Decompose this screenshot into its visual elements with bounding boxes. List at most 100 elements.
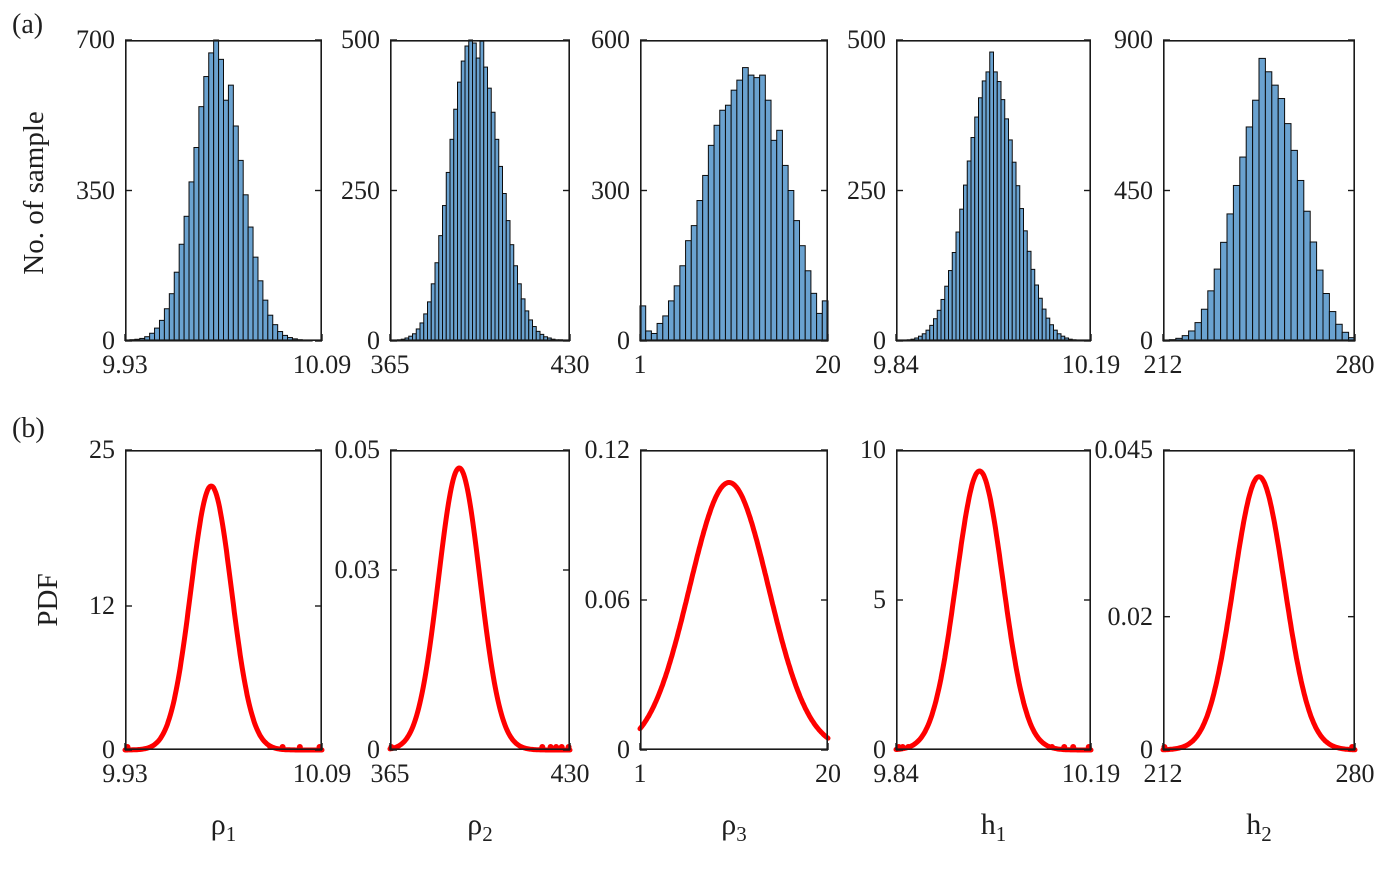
histogram-bar <box>1015 185 1021 342</box>
histogram-bar <box>218 58 224 342</box>
histogram-bar <box>985 71 991 342</box>
histogram-bar <box>955 231 961 342</box>
rho1-hist-y-tick-label: 700 <box>76 25 115 54</box>
pdf-curve <box>1160 474 1358 753</box>
histogram-bar <box>1303 210 1311 342</box>
h1-param-label: h1 <box>980 808 1007 846</box>
histogram-bar <box>520 298 526 342</box>
histogram-bar <box>438 235 443 342</box>
rho3-pdf-y-tick-label: 0.12 <box>584 435 631 464</box>
histogram-bar <box>1194 322 1202 342</box>
plot-frame <box>896 450 1091 750</box>
histogram-bar <box>978 97 983 342</box>
rho2-hist-y-tick-label: 500 <box>341 25 380 54</box>
histogram-bar <box>970 137 976 342</box>
histogram-bar <box>1245 126 1254 342</box>
histogram-bar <box>707 144 715 342</box>
h2-hist-y-tick-label: 450 <box>1114 175 1153 205</box>
h2-pdf-y-tick-label: 0.045 <box>1094 435 1154 464</box>
histogram-bar <box>430 283 436 342</box>
histogram-bar <box>528 319 533 342</box>
histogram-bar <box>933 318 938 342</box>
histogram-bar <box>1341 331 1350 342</box>
histogram-bar <box>427 301 432 342</box>
histogram-bar <box>929 324 934 342</box>
histogram-bar <box>208 52 215 342</box>
histogram-bar <box>479 40 485 342</box>
h1-pdf-y-tick-label: 10 <box>860 435 886 464</box>
panel-a-label: (a) <box>12 9 44 40</box>
rho3-param-subscript: 3 <box>736 822 747 846</box>
histogram-bar <box>1200 308 1209 342</box>
histogram-bar <box>989 51 994 342</box>
panel-b-label: (b) <box>12 413 45 444</box>
histogram-bar <box>272 324 279 342</box>
histogram-bar <box>679 265 687 342</box>
histogram-bar <box>685 240 692 342</box>
histogram-bar <box>776 129 783 342</box>
plot-frame <box>125 450 322 750</box>
histogram-bar <box>948 270 953 342</box>
histogram-bar <box>434 262 440 342</box>
histogram-bar <box>1026 250 1032 342</box>
rho3-hist-y-tick-label: 300 <box>591 175 630 205</box>
histogram-bar <box>449 138 455 342</box>
histogram-bar <box>517 283 522 342</box>
histogram-bar <box>1207 290 1215 342</box>
rho3-pdf-y-tick-label: 0 <box>617 735 630 764</box>
plot-frame <box>896 40 1091 341</box>
histogram-bar <box>730 89 738 342</box>
histogram-bar <box>1277 98 1286 342</box>
plot-frame <box>640 450 828 750</box>
histogram-bar <box>1264 71 1273 342</box>
histogram-bar <box>925 329 931 342</box>
histogram-bar <box>690 225 698 342</box>
histogram-bar <box>667 300 675 342</box>
histogram-bar <box>1296 179 1305 342</box>
histogram-bar <box>742 67 749 342</box>
plot-frame <box>1163 450 1355 750</box>
histogram-bar <box>996 81 1002 342</box>
histogram-bar <box>468 39 473 342</box>
histogram-bar <box>532 326 537 342</box>
histogram-bar <box>1284 123 1292 342</box>
histogram-bar <box>1335 323 1343 342</box>
histogram-bar <box>1023 230 1028 342</box>
histogram-bar <box>457 81 462 342</box>
histogram-bar <box>1258 57 1266 342</box>
histogram-bar <box>702 174 709 342</box>
h2-param-label: h2 <box>1246 808 1272 846</box>
histogram-bar <box>505 220 511 342</box>
histogram-bar <box>419 322 425 342</box>
histogram-bar <box>487 87 492 342</box>
histogram-bar <box>257 280 264 342</box>
rho3-pdf-y-tick-label: 0.06 <box>584 585 631 614</box>
histogram-bar <box>442 205 447 342</box>
rho1-hist-y-tick-label: 350 <box>76 175 115 205</box>
histogram-bar <box>736 79 744 342</box>
histogram-bar <box>498 165 503 342</box>
histogram-bar <box>963 184 968 342</box>
rho3-histogram-plot <box>639 39 829 342</box>
h1-hist-x-tick-label: 10.19 <box>1061 350 1121 379</box>
histogram-bar <box>1322 293 1330 342</box>
histogram-bar <box>1053 329 1058 342</box>
rho2-hist-x-tick-label: 430 <box>550 350 590 379</box>
rho2-pdf-plot <box>387 449 573 753</box>
rho1-hist-y-tick-label: 0 <box>102 326 115 355</box>
histogram-bar <box>1213 268 1222 342</box>
histogram-bar <box>193 147 200 342</box>
histogram-bar <box>232 125 239 342</box>
histogram-bar <box>764 99 772 342</box>
rho2-pdf-y-tick-label: 0.03 <box>334 555 381 584</box>
histogram-bar <box>237 159 244 342</box>
histogram-bar <box>168 293 175 342</box>
rho1-pdf-y-tick-label: 25 <box>89 435 115 464</box>
histogram-bar <box>1030 268 1036 342</box>
pdf-curve <box>387 465 573 753</box>
histogram-bar <box>490 111 496 342</box>
histogram-bar <box>242 194 249 342</box>
histogram-bar <box>1309 241 1318 342</box>
rho2-pdf-x-tick-label: 365 <box>370 759 410 788</box>
histogram-bar <box>494 138 500 342</box>
